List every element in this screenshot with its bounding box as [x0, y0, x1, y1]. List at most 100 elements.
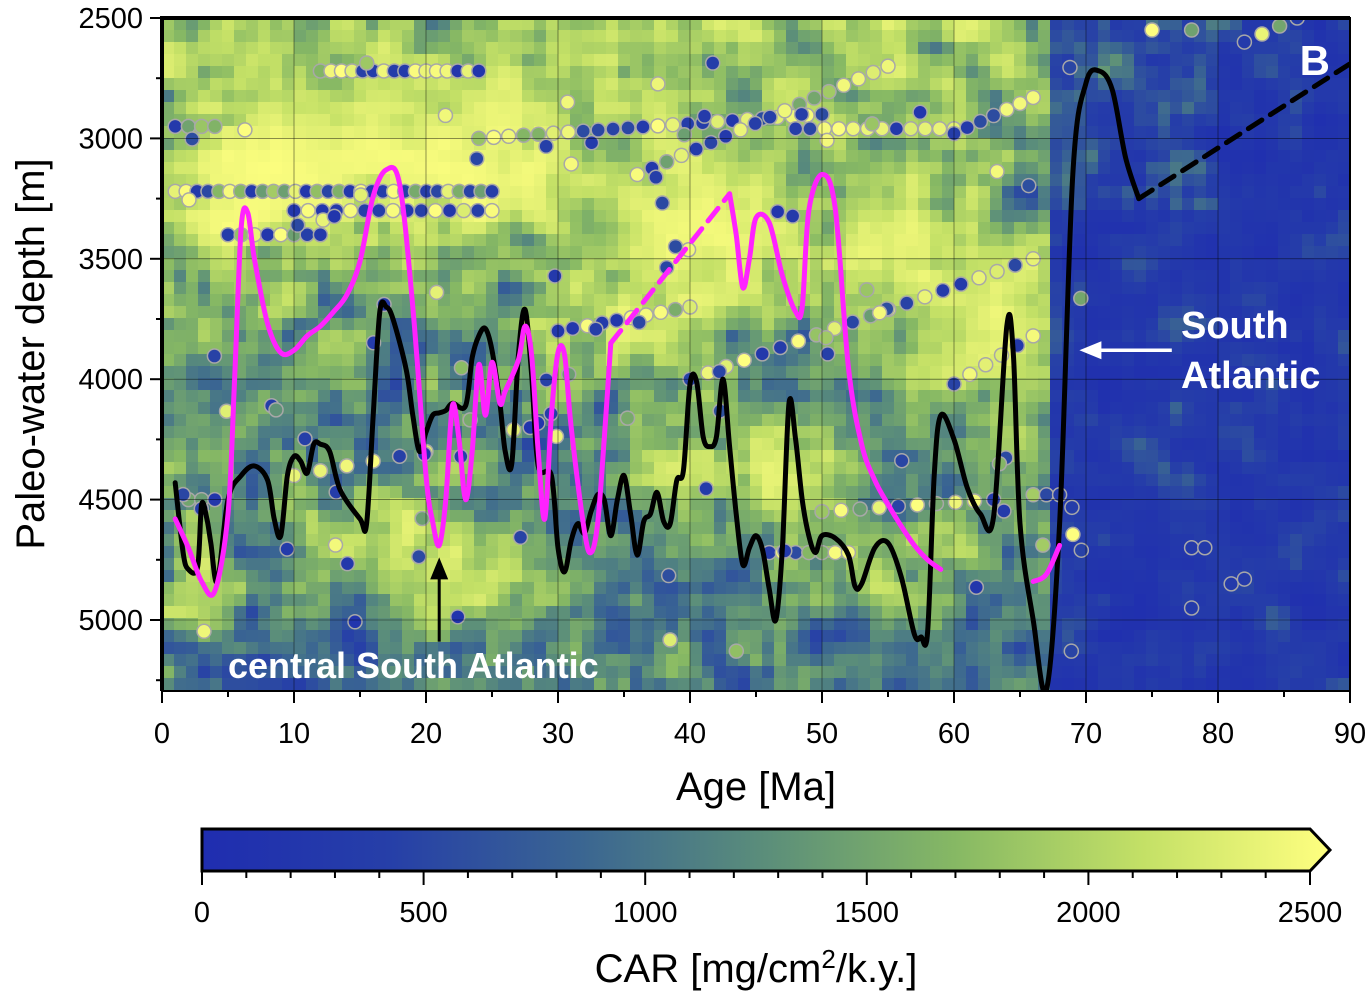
heatmap-cell [558, 210, 571, 223]
heatmap-cell [258, 42, 271, 55]
heatmap-cell [822, 246, 835, 259]
heatmap-cell [846, 294, 859, 307]
heatmap-cell [1110, 294, 1123, 307]
heatmap-cell [582, 366, 595, 379]
heatmap-cell [306, 138, 319, 151]
heatmap-cell [294, 378, 307, 391]
heatmap-cell [306, 90, 319, 103]
heatmap-cell [918, 402, 931, 415]
heatmap-cell [1326, 150, 1339, 163]
heatmap-cell [186, 378, 199, 391]
heatmap-cell [882, 198, 895, 211]
heatmap-cell [1098, 462, 1111, 475]
heatmap-cell [330, 78, 343, 91]
heatmap-cell [1146, 126, 1159, 139]
heatmap-cell [954, 570, 967, 583]
heatmap-cell [330, 222, 343, 235]
heatmap-cell [1074, 594, 1087, 607]
heatmap-cell [1338, 270, 1350, 283]
heatmap-cell [1266, 42, 1279, 55]
heatmap-cell [1254, 306, 1267, 319]
heatmap-cell [978, 222, 991, 235]
heatmap-cell [966, 438, 979, 451]
heatmap-cell [774, 438, 787, 451]
heatmap-cell [582, 186, 595, 199]
heatmap-cell [786, 318, 799, 331]
heatmap-cell [882, 282, 895, 295]
heatmap-cell [750, 30, 763, 43]
heatmap-cell [738, 54, 751, 67]
heatmap-cell [906, 462, 919, 475]
heatmap-cell [246, 150, 259, 163]
heatmap-cell [606, 258, 619, 271]
heatmap-cell [246, 102, 259, 115]
heatmap-cell [1326, 234, 1339, 247]
heatmap-cell [1170, 270, 1183, 283]
heatmap-cell [1026, 210, 1039, 223]
heatmap-cell [270, 282, 283, 295]
heatmap-cell [378, 414, 391, 427]
heatmap-cell [342, 234, 355, 247]
heatmap-cell [690, 594, 703, 607]
heatmap-cell [294, 558, 307, 571]
heatmap-cell [978, 174, 991, 187]
heatmap-cell [1218, 210, 1231, 223]
heatmap-cell [1086, 438, 1099, 451]
heatmap-cell [1302, 174, 1315, 187]
heatmap-cell [1122, 126, 1135, 139]
heatmap-cell [918, 510, 931, 523]
heatmap-cell [174, 402, 187, 415]
heatmap-cell [618, 390, 631, 403]
heatmap-cell [1074, 54, 1087, 67]
heatmap-cell [750, 90, 763, 103]
heatmap-cell [162, 318, 175, 331]
heatmap-cell [1218, 42, 1231, 55]
heatmap-cell [1110, 474, 1123, 487]
heatmap-cell [258, 174, 271, 187]
heatmap-cell [1182, 234, 1195, 247]
heatmap-cell [1098, 498, 1111, 511]
heatmap-cell [762, 54, 775, 67]
heatmap-cell [210, 138, 223, 151]
heatmap-cell [1194, 414, 1207, 427]
heatmap-cell [1134, 270, 1147, 283]
heatmap-cell [222, 42, 235, 55]
heatmap-cell [1242, 222, 1255, 235]
heatmap-cell [354, 534, 367, 547]
heatmap-cell [1086, 138, 1099, 151]
heatmap-cell [618, 102, 631, 115]
heatmap-cell [834, 582, 847, 595]
heatmap-cell [1230, 222, 1243, 235]
heatmap-cell [1146, 594, 1159, 607]
heatmap-cell [1278, 66, 1291, 79]
heatmap-cell [846, 438, 859, 451]
heatmap-cell [198, 450, 211, 463]
heatmap-cell [654, 66, 667, 79]
heatmap-cell [498, 54, 511, 67]
heatmap-cell [1290, 510, 1303, 523]
heatmap-cell [882, 162, 895, 175]
heatmap-cell [1290, 66, 1303, 79]
heatmap-cell [450, 570, 463, 583]
heatmap-cell [882, 474, 895, 487]
heatmap-cell [1326, 594, 1339, 607]
heatmap-cell [786, 174, 799, 187]
heatmap-cell [762, 498, 775, 511]
heatmap-cell [690, 474, 703, 487]
heatmap-cell [570, 18, 583, 31]
heatmap-cell [1266, 390, 1279, 403]
heatmap-cell [558, 510, 571, 523]
heatmap-cell [558, 534, 571, 547]
heatmap-cell [606, 618, 619, 631]
heatmap-cell [306, 150, 319, 163]
heatmap-cell [1110, 570, 1123, 583]
heatmap-cell [942, 306, 955, 319]
heatmap-cell [678, 174, 691, 187]
heatmap-cell [846, 534, 859, 547]
heatmap-cell [234, 378, 247, 391]
heatmap-cell [450, 114, 463, 127]
heatmap-cell [1326, 342, 1339, 355]
heatmap-cell [318, 150, 331, 163]
heatmap-cell [570, 234, 583, 247]
heatmap-cell [678, 198, 691, 211]
